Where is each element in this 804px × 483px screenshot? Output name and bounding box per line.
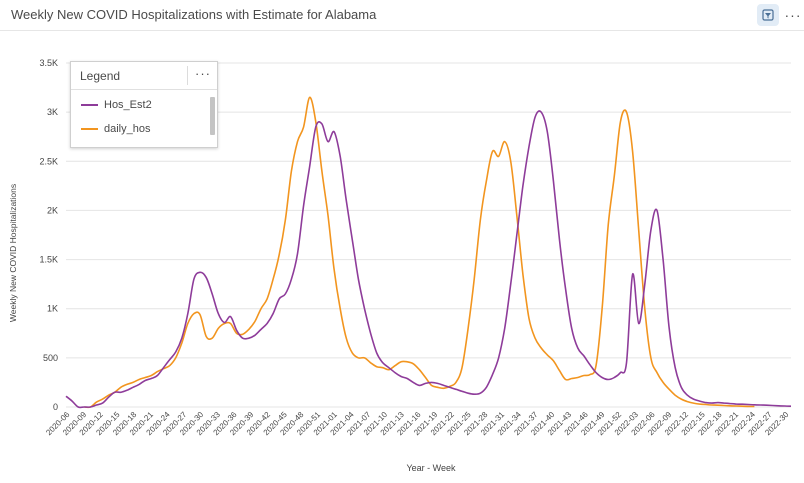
y-tick-label: 1.5K [39,255,58,265]
filter-button[interactable] [757,4,779,26]
legend-divider [187,66,188,85]
chart-title: Weekly New COVID Hospitalizations with E… [11,7,377,22]
legend-label-daily-hos: daily_hos [104,123,151,135]
y-tick-label: 500 [43,353,58,363]
legend-label-hos-est2: Hos_Est2 [104,99,152,111]
series-line-daily-hos[interactable] [84,96,755,409]
legend-swatch-hos-est2 [81,104,98,106]
legend-scrollbar[interactable] [210,97,215,135]
y-tick-label: 0 [53,402,58,412]
chart-header: Weekly New COVID Hospitalizations with E… [0,0,804,31]
y-axis-label: Weekly New COVID Hospitalizations [8,184,18,322]
legend-swatch-daily-hos [81,128,98,130]
x-axis-label: Year - Week [406,463,456,473]
series-line-hos-est2[interactable] [65,110,792,409]
series-lines [65,96,792,409]
legend-panel: Legend ··· Hos_Est2 daily_hos [70,61,218,148]
more-options-button[interactable]: ··· [784,7,802,23]
y-tick-label: 3K [47,107,58,117]
legend-item-hos-est2[interactable]: Hos_Est2 [81,96,152,114]
line-chart: 0 500 1K 1.5K 2K 2.5K 3K 3.5K 2020-062020-09202… [8,58,792,473]
y-tick-label: 2.5K [39,156,58,166]
legend-title: Legend [80,69,121,83]
y-tick-label: 2K [47,205,58,215]
y-tick-label: 1K [47,304,58,314]
y-axis-ticks: 0 500 1K 1.5K 2K 2.5K 3K 3.5K [39,58,58,412]
x-axis-ticks: 2020-062020-092020-122020-152020-182020-… [44,410,791,438]
legend-item-daily-hos[interactable]: daily_hos [81,120,150,138]
filter-icon [762,9,774,21]
legend-more-button[interactable]: ··· [195,66,211,81]
y-tick-label: 3.5K [39,58,58,68]
legend-header: Legend ··· [71,62,217,90]
